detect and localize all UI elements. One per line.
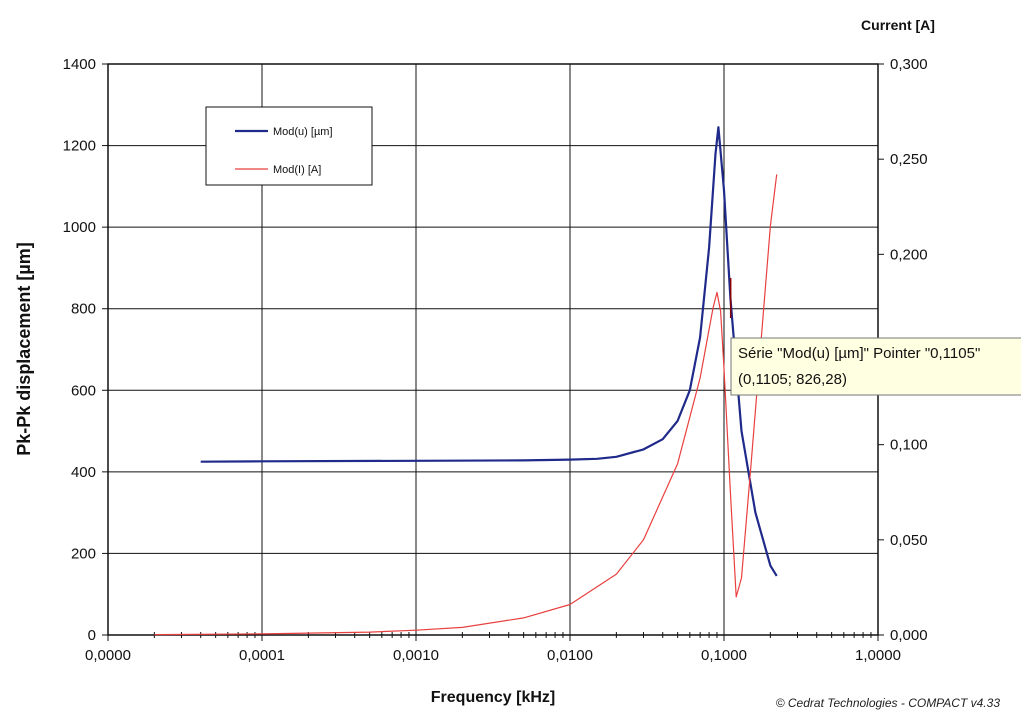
x-tick-label: 0,1000 [701,647,747,664]
legend: Mod(u) [µm] Mod(I) [A] [205,106,373,186]
x-tick-label: 0,0000 [85,647,131,664]
x-tick-label: 0,0010 [393,647,439,664]
y-tick-label: 400 [71,464,96,481]
x-axis-ticks: 0,0000 0,0001 0,0010 0,0100 0,1000 1,0000 [85,632,901,664]
y2-tick-label: 0,200 [890,246,928,263]
x-tick-label: 0,0001 [239,647,285,664]
y-tick-label: 1400 [63,56,96,73]
x-axis-title: Frequency [kHz] [431,689,555,706]
y2-tick-label: 0,300 [890,56,928,73]
copyright-notice: © Cedrat Technologies - COMPACT v4.33 [776,696,1001,710]
tooltip-line-1: Série "Mod(u) [µm]" Pointer "0,1105" [738,345,980,362]
legend-box [205,106,373,186]
y2-tick-label: 0,100 [890,437,928,454]
y-axis-title: Pk-Pk displacement [µm] [14,242,34,455]
y-tick-label: 200 [71,545,96,562]
y-tick-label: 800 [71,301,96,318]
tooltip-line-2: (0,1105; 826,28) [738,371,847,388]
y-axis-ticks: 0 200 400 600 800 1000 1200 1400 [63,56,108,644]
y2-tick-label: 0,000 [890,627,928,644]
legend-label-mod-i: Mod(I) [A] [273,164,321,176]
y-tick-label: 600 [71,382,96,399]
series-line-mod-i [154,174,778,636]
legend-label-mod-u: Mod(u) [µm] [273,126,333,138]
y-tick-label: 1200 [63,138,96,155]
data-point-tooltip: Série "Mod(u) [µm]" Pointer "0,1105" (0,… [730,337,1021,396]
tooltip-box [730,337,1021,396]
y-tick-label: 1000 [63,219,96,236]
x-tick-label: 0,0100 [547,647,593,664]
y2-tick-label: 0,050 [890,532,928,549]
y2-axis-title: Current [A] [861,17,935,33]
y-tick-label: 0 [88,627,96,644]
x-tick-label: 1,0000 [855,647,901,664]
y2-tick-label: 0,250 [890,151,928,168]
